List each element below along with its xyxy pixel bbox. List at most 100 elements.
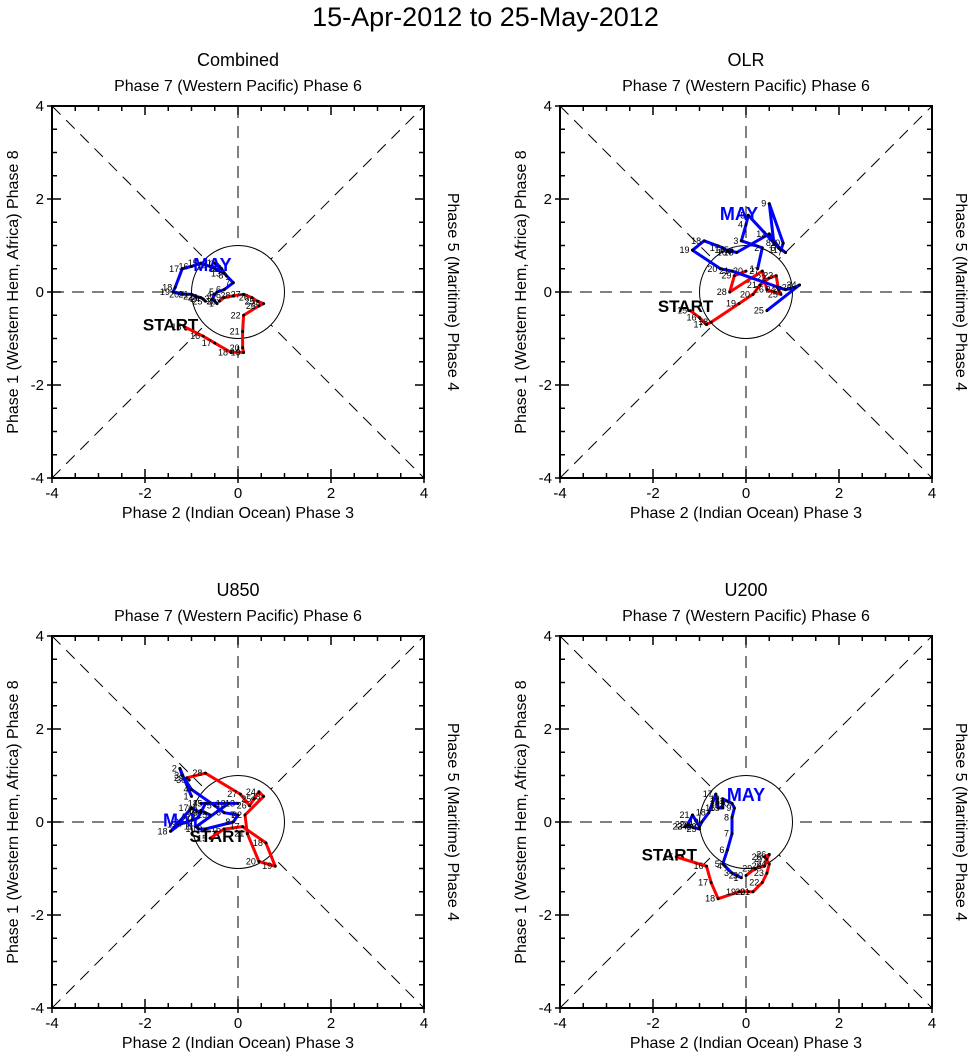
day-label: 15 (677, 306, 687, 316)
right-axis-label: Phase 5 (Maritime) Phase 4 (444, 193, 461, 391)
x-axis-label: Phase 2 (Indian Ocean) Phase 3 (122, 1035, 354, 1052)
data-point (273, 864, 277, 868)
data-point (735, 250, 739, 254)
day-label: 3 (204, 294, 209, 304)
data-point (173, 285, 177, 289)
data-point (199, 296, 203, 300)
day-label: 2 (754, 243, 759, 253)
right-axis-label: Phase 5 (Maritime) Phase 4 (952, 193, 969, 391)
panel-title: U200 (724, 580, 767, 600)
day-label: 8 (218, 271, 223, 281)
day-label: 29 (211, 293, 221, 303)
top-axis-label: Phase 7 (Western Pacific) Phase 6 (114, 608, 362, 625)
data-point (252, 797, 256, 801)
data-point (220, 267, 224, 271)
data-point (196, 815, 200, 819)
data-point (215, 302, 219, 306)
data-point (767, 276, 771, 280)
top-axis-label: Phase 7 (Western Pacific) Phase 6 (622, 608, 870, 625)
day-label: 18 (218, 347, 228, 357)
day-label: 1 (750, 264, 755, 274)
day-label: 20 (169, 289, 179, 299)
data-point (767, 853, 771, 857)
x-tick-label: -2 (138, 485, 151, 502)
day-label: 8 (724, 812, 729, 822)
data-point (199, 808, 203, 812)
y-tick-label: 4 (544, 628, 552, 645)
day-label: 24 (251, 299, 261, 309)
data-point (213, 299, 217, 303)
day-label: 24 (246, 787, 256, 797)
data-point (210, 297, 214, 301)
start-label: START (189, 827, 245, 846)
x-tick-label: 2 (327, 485, 335, 502)
y-tick-label: -4 (31, 1000, 44, 1017)
data-point (760, 246, 764, 250)
data-point (190, 787, 193, 791)
day-label: 25 (192, 296, 202, 306)
x-tick-label: -2 (646, 1015, 659, 1032)
day-label: 3 (724, 868, 729, 878)
data-point (242, 313, 246, 317)
data-point (765, 309, 769, 313)
data-point (236, 801, 240, 805)
data-point (704, 864, 708, 868)
month-label-may: MAY (720, 204, 758, 224)
data-point (217, 299, 221, 303)
day-label: 13 (225, 798, 235, 808)
day-label: 15 (172, 322, 182, 332)
data-point (224, 274, 228, 278)
left-axis-label: Phase 1 (Western Hem, Africa) Phase 8 (5, 150, 22, 433)
data-point (702, 239, 706, 243)
day-label: 18 (162, 282, 172, 292)
day-label: 23 (754, 868, 764, 878)
data-point (262, 794, 266, 798)
data-point (222, 288, 226, 292)
data-point (183, 325, 187, 329)
data-point (721, 801, 725, 805)
data-point (746, 890, 750, 894)
data-point (779, 248, 783, 252)
data-point (751, 292, 755, 296)
day-label: 6 (216, 285, 221, 295)
data-point (231, 281, 235, 285)
x-tick-label: 4 (928, 485, 936, 502)
day-label: 24 (766, 285, 776, 295)
data-point (180, 267, 184, 271)
day-label: 17 (710, 243, 720, 253)
data-point (725, 799, 729, 803)
data-point (732, 274, 736, 278)
day-label: 14 (710, 798, 720, 808)
day-label: 15 (197, 833, 207, 843)
day-label: 30 (733, 266, 743, 276)
data-point (732, 806, 736, 810)
day-label: 2 (729, 870, 734, 880)
day-label: 16 (686, 313, 696, 323)
data-point (264, 841, 268, 845)
data-point (203, 811, 207, 815)
data-point (721, 797, 725, 801)
day-label: 1 (733, 873, 738, 883)
right-axis-label: Phase 5 (Maritime) Phase 4 (444, 723, 461, 921)
day-label: 29 (721, 271, 731, 281)
data-point (213, 804, 217, 808)
data-point (763, 864, 767, 868)
right-axis-label: Phase 5 (Maritime) Phase 4 (952, 723, 969, 921)
day-label: 19 (680, 245, 690, 255)
data-point (208, 264, 212, 268)
y-tick-label: -2 (31, 907, 44, 924)
day-label: 16 (178, 261, 188, 271)
data-point (256, 299, 260, 303)
day-label: 13 (211, 268, 221, 278)
day-label: 23 (763, 271, 773, 281)
data-point (698, 316, 701, 320)
data-point (688, 309, 692, 313)
data-point (203, 299, 207, 303)
day-label: 27 (754, 854, 764, 864)
day-label: 30 (206, 296, 216, 306)
data-point (760, 269, 764, 273)
day-label: 24 (756, 859, 766, 869)
data-point (190, 794, 193, 798)
data-point (201, 297, 205, 301)
day-label: 18 (158, 826, 168, 836)
